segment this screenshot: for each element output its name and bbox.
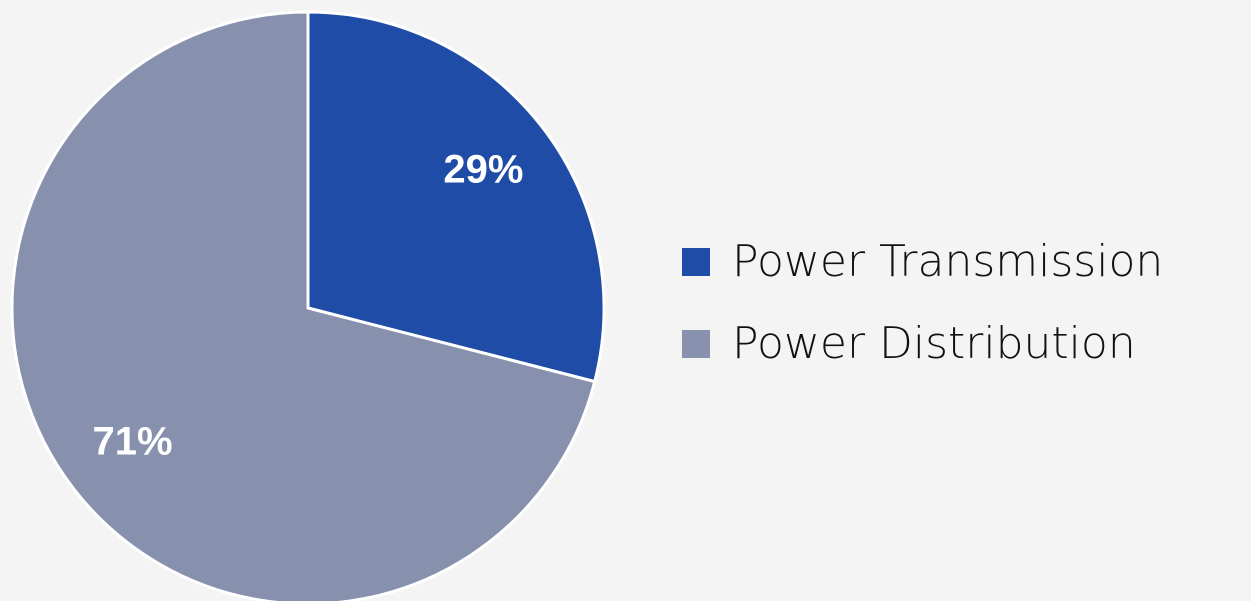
legend-swatch bbox=[682, 248, 710, 276]
value-label: 71% bbox=[93, 420, 173, 464]
value-label: 29% bbox=[443, 147, 523, 191]
legend-label: Power Transmission bbox=[732, 236, 1163, 287]
pie-slice bbox=[306, 10, 606, 384]
legend-label: Power Distribution bbox=[732, 318, 1136, 369]
legend-swatch bbox=[682, 330, 710, 358]
pie-slice bbox=[10, 10, 597, 601]
